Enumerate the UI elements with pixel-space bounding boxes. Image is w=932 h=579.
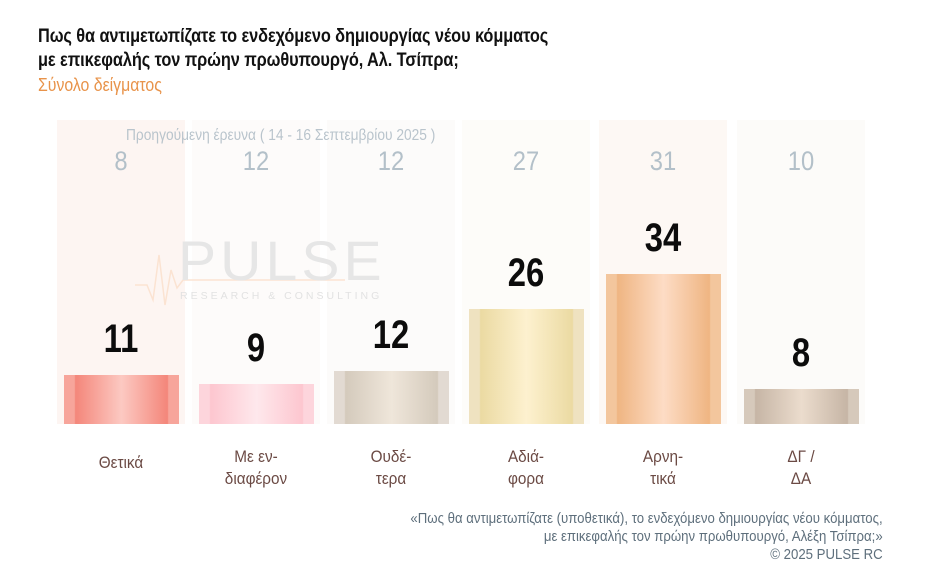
category-label: Αδιά-φορα <box>468 446 583 490</box>
category-label-line-1: ΔΓ / <box>787 447 815 466</box>
source-question-line-1: «Πως θα αντιμετωπίζατε (υποθετικά), το ε… <box>410 510 883 527</box>
chart-title-line-2: με επικεφαλής τον πρώην πρωθυπουργό, Αλ.… <box>38 50 459 71</box>
category-label-line-2: φορα <box>508 469 544 488</box>
column-panel <box>737 120 865 424</box>
category-label: Θετικά <box>63 452 178 474</box>
chart-title-line-1: Πως θα αντιμετωπίζατε το ενδεχόμενο δημι… <box>38 26 549 47</box>
previous-survey-label: Προηγούμενη έρευνα ( 14 - 16 Σεπτεμβρίου… <box>126 127 436 144</box>
previous-value: 27 <box>512 146 540 176</box>
category-label-line-1: Με εν- <box>234 447 278 466</box>
category-label-line-2: τερα <box>375 469 407 488</box>
bar-value-label: 26 <box>507 251 545 295</box>
category-label-line-1: Αρνη- <box>642 447 684 466</box>
category-label-line-1: Θετικά <box>98 453 144 472</box>
bar[interactable] <box>606 274 721 424</box>
category-label-line-1: Αδιά- <box>507 447 545 466</box>
category-label: Ουδέ-τερα <box>333 446 448 490</box>
category-label-line-2: διαφέρον <box>224 469 288 488</box>
source-question-line-2: με επικεφαλής τον πρώην πρωθυπουργό, Αλέ… <box>544 528 883 545</box>
bar-value-label: 8 <box>791 331 811 375</box>
category-label-line-2: τικά <box>650 469 676 488</box>
category-label-line-2: ΔΑ <box>790 469 812 488</box>
bar[interactable] <box>199 384 314 424</box>
previous-value: 8 <box>114 146 128 176</box>
previous-value: 12 <box>377 146 405 176</box>
bar-value-label: 9 <box>246 326 266 370</box>
category-label: ΔΓ / ΔΑ <box>743 446 858 490</box>
previous-value: 31 <box>649 146 677 176</box>
category-label: Αρνη-τικά <box>605 446 720 490</box>
chart-subtitle: Σύνολο δείγματος <box>38 75 162 95</box>
bar-value-label: 12 <box>372 313 410 357</box>
category-label: Με εν-διαφέρον <box>198 446 313 490</box>
bar[interactable] <box>334 371 449 424</box>
previous-value: 12 <box>242 146 270 176</box>
bar-value-label: 34 <box>644 216 682 260</box>
source-note: «Πως θα αντιμετωπίζατε (υποθετικά), το ε… <box>411 510 883 564</box>
chart-title: Πως θα αντιμετωπίζατε το ενδεχόμενο δημι… <box>38 25 588 73</box>
bar-value-label: 11 <box>103 317 139 361</box>
category-label-line-1: Ουδέ- <box>370 447 412 466</box>
previous-value: 10 <box>787 146 815 176</box>
bar[interactable] <box>469 309 584 424</box>
bar[interactable] <box>64 375 179 424</box>
copyright: © 2025 PULSE RC <box>770 546 883 563</box>
bar[interactable] <box>744 389 859 424</box>
